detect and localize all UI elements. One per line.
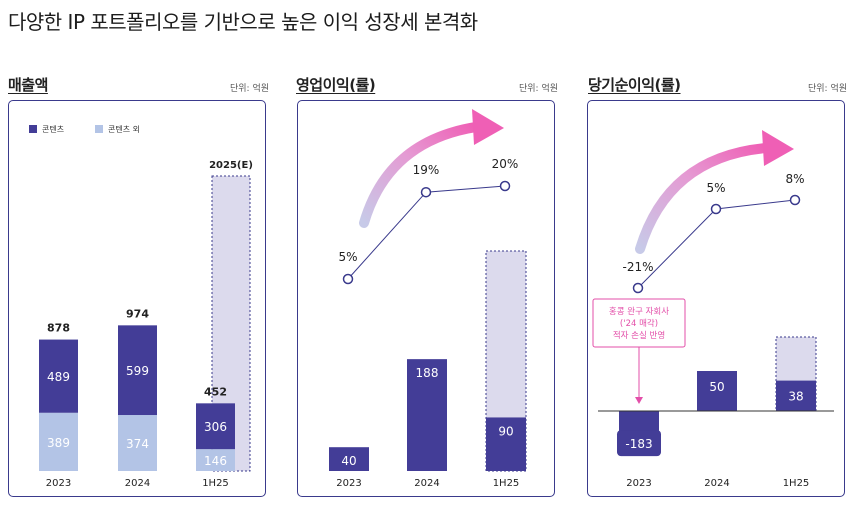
legend-swatch-non-content <box>95 125 103 133</box>
value-label-2024: 50 <box>709 380 724 394</box>
operating-panel: 40 2023 188 2024 90 1H25 5% 19% 20% <box>297 100 555 497</box>
margin-point-2024 <box>420 186 432 198</box>
growth-arrow <box>635 143 771 254</box>
x-tick-2023: 2023 <box>626 478 651 489</box>
forecast-label: 2025(E) <box>209 160 253 171</box>
value-label-non-content-2024: 374 <box>126 437 149 451</box>
bar-2023 <box>619 411 659 432</box>
value-label-1H25: 90 <box>498 424 513 438</box>
bar-2024 <box>697 371 737 411</box>
value-label-content-1H25: 306 <box>204 420 227 434</box>
value-label-content-2024: 599 <box>126 364 149 378</box>
value-label-1H25: 38 <box>788 390 803 404</box>
x-tick-1H25: 1H25 <box>783 478 810 489</box>
total-label-2023: 878 <box>47 322 70 335</box>
margin-point-2023 <box>632 282 644 294</box>
net-unit: 단위: 억원 <box>808 84 848 94</box>
growth-arrow-head <box>472 109 504 145</box>
bar-content-2023 <box>39 339 78 413</box>
x-tick-2024: 2024 <box>125 478 150 489</box>
x-tick-1H25: 1H25 <box>493 478 520 489</box>
operating-title: 영업이익(률) <box>296 76 376 94</box>
value-label-non-content-2023: 389 <box>47 436 70 450</box>
margin-label-1H25: 20% <box>492 157 519 171</box>
net-panel: -183 2023 50 2024 38 1H25 -21% 5% 8% 홍콩 완구 자회사 ('2… <box>587 100 845 497</box>
net-title: 당기순이익(률) <box>588 76 681 94</box>
margin-label-2023: 5% <box>338 250 357 264</box>
growth-arrow <box>359 122 481 228</box>
margin-label-1H25: 8% <box>785 172 804 186</box>
annotation-line-0: 홍콩 완구 자회사 <box>609 306 669 317</box>
revenue-unit: 단위: 억원 <box>230 84 270 94</box>
margin-point-2024 <box>710 203 722 215</box>
legend-swatch-content <box>29 125 37 133</box>
margin-label-2023: -21% <box>622 260 653 274</box>
total-label-2024: 974 <box>126 307 149 320</box>
bar-non-content-2024 <box>118 415 157 471</box>
margin-label-2024: 5% <box>706 181 725 195</box>
operating-chart: 40 2023 188 2024 90 1H25 5% 19% 20% <box>329 109 527 489</box>
annotation-line-1: ('24 매각) <box>620 318 658 329</box>
value-label-2023: 40 <box>341 454 356 468</box>
total-label-1H25: 452 <box>204 385 227 398</box>
value-label-2023: -183 <box>625 437 652 451</box>
bar-1H25 <box>776 380 816 411</box>
revenue-panel: 콘텐츠 콘텐츠 외 2025(E) 389 489 878 2023 374 599 974 202… <box>8 100 266 497</box>
x-tick-2024: 2024 <box>414 478 439 489</box>
value-label-2024: 188 <box>416 366 439 380</box>
value-label-non-content-1H25: 146 <box>204 454 227 468</box>
revenue-title: 매출액 <box>8 76 48 94</box>
page-headline: 다양한 IP 포트폴리오를 기반으로 높은 이익 성장세 본격화 <box>8 10 478 34</box>
bar-content-2024 <box>118 325 157 416</box>
bar-2023 <box>329 447 369 471</box>
growth-arrow-head <box>762 130 794 166</box>
margin-label-2024: 19% <box>413 163 440 177</box>
bar-2024 <box>407 359 447 471</box>
bar-1H25 <box>486 417 526 471</box>
x-tick-1H25: 1H25 <box>202 478 229 489</box>
annotation-pointer-head <box>635 397 643 404</box>
revenue-chart: 콘텐츠 콘텐츠 외 2025(E) 389 489 878 2023 374 599 974 202… <box>29 124 253 489</box>
net-chart: -183 2023 50 2024 38 1H25 -21% 5% 8% 홍콩 완구 자회사('2… <box>592 130 834 489</box>
operating-unit: 단위: 억원 <box>519 84 559 94</box>
legend-label-non-content: 콘텐츠 외 <box>108 124 140 134</box>
x-tick-2024: 2024 <box>704 478 729 489</box>
value-label-content-2023: 489 <box>47 370 70 384</box>
bar-non-content-2023 <box>39 412 78 471</box>
bar-2023-break <box>617 430 661 457</box>
annotation-line-2: 적자 손실 반영 <box>613 330 665 341</box>
bar-non-content-1H25 <box>196 449 235 471</box>
margin-point-1H25 <box>499 180 511 192</box>
margin-point-2023 <box>342 273 354 285</box>
x-tick-2023: 2023 <box>46 478 71 489</box>
bar-content-1H25 <box>196 403 235 450</box>
margin-point-1H25 <box>789 194 801 206</box>
x-tick-2023: 2023 <box>336 478 361 489</box>
legend-label-content: 콘텐츠 <box>42 124 64 134</box>
